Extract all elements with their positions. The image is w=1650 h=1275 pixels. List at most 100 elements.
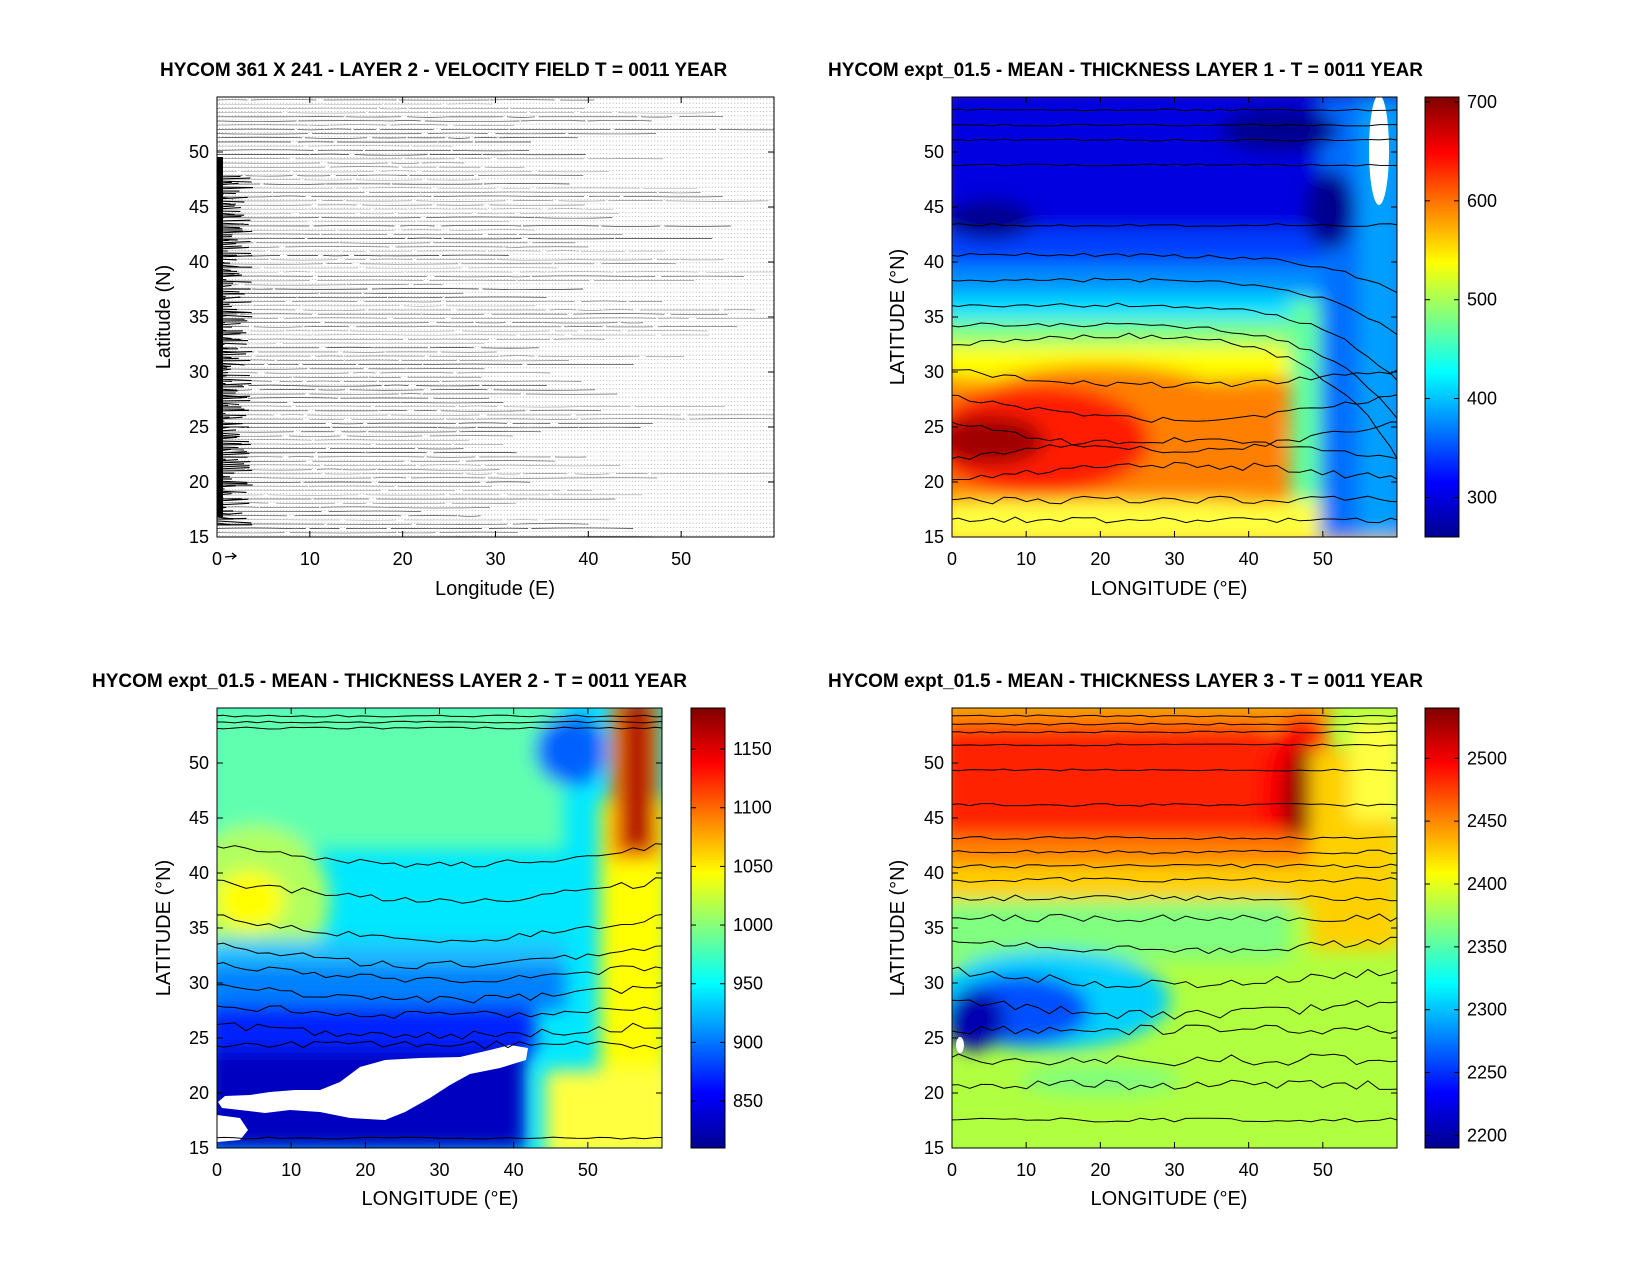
velocity-streak xyxy=(217,506,490,509)
velocity-streak xyxy=(217,304,536,307)
velocity-streak xyxy=(217,334,709,337)
contour-line xyxy=(952,1053,1397,1067)
colorbar-scale xyxy=(1424,707,1460,1149)
contour-line xyxy=(952,437,1397,460)
contour-line xyxy=(217,1022,662,1040)
contour-line xyxy=(952,835,1397,841)
contour-line xyxy=(952,999,1397,1020)
velocity-streak xyxy=(217,267,558,269)
velocity-streak xyxy=(217,212,619,215)
thickness-layer2-blank xyxy=(218,1045,528,1120)
velocity-streak xyxy=(217,325,738,328)
colorbar-tick-label: 600 xyxy=(1467,191,1497,211)
x-tick-label: 0 xyxy=(212,1160,222,1180)
velocity-streak xyxy=(217,233,623,236)
y-tick-label: 50 xyxy=(189,142,209,162)
velocity-streak xyxy=(217,225,731,227)
colorbar-tick-label: 900 xyxy=(733,1032,763,1052)
thickness-layer3-ylabel: LATITUDE (°N) xyxy=(887,860,909,997)
contour-line xyxy=(217,984,662,1004)
x-tick-label: 40 xyxy=(1239,549,1259,569)
velocity-streak xyxy=(217,422,653,425)
y-tick-label: 35 xyxy=(924,307,944,327)
y-tick-label: 40 xyxy=(924,863,944,883)
y-tick-label: 45 xyxy=(189,808,209,828)
y-tick-label: 40 xyxy=(189,863,209,883)
thickness-layer1-blank xyxy=(1369,97,1389,205)
y-tick-label: 15 xyxy=(189,527,209,547)
y-tick-label: 30 xyxy=(189,362,209,382)
velocity-streak xyxy=(217,355,685,358)
velocity-streak xyxy=(217,380,582,383)
contour-line xyxy=(952,123,1397,127)
thickness-layer2-ylabel: LATITUDE (°N) xyxy=(153,860,175,997)
western-boundary-current xyxy=(217,175,254,526)
velocity-streak xyxy=(217,317,774,320)
x-tick-label: 30 xyxy=(429,1160,449,1180)
x-tick-label: 50 xyxy=(1313,1160,1333,1180)
contour-line xyxy=(217,1005,662,1019)
velocity-streak xyxy=(217,510,421,512)
velocity-grid-dots xyxy=(219,98,774,537)
x-tick-label: 50 xyxy=(578,1160,598,1180)
thickness-layer1-y-ticks: 15 20 25 30 35 40 45 50 xyxy=(924,142,1397,547)
y-tick-label: 15 xyxy=(924,527,944,547)
velocity-streak xyxy=(217,514,481,517)
x-tick-label: 20 xyxy=(393,549,413,569)
contour-line xyxy=(952,1117,1397,1123)
colorbar-tick-label: 2500 xyxy=(1467,748,1507,768)
velocity-streak xyxy=(217,170,610,173)
velocity-streak xyxy=(217,376,482,379)
x-tick-label: 10 xyxy=(1016,549,1036,569)
x-tick-label: 30 xyxy=(485,549,505,569)
contour-line xyxy=(952,322,1397,420)
contour-line xyxy=(952,277,1397,336)
y-tick-label: 35 xyxy=(924,918,944,938)
velocity-streak xyxy=(217,359,569,362)
contour-line xyxy=(952,714,1397,718)
x-tick-label: 20 xyxy=(1090,549,1110,569)
velocity-xlabel: Longitude (E) xyxy=(435,578,555,600)
thickness-layer3-colorbar: 2200 2250 2300 2350 2400 2450 2500 xyxy=(1424,707,1507,1149)
velocity-streak xyxy=(217,460,555,462)
velocity-streak xyxy=(217,368,485,370)
contour-line xyxy=(952,1024,1397,1036)
contour-line xyxy=(952,302,1397,381)
y-tick-label: 50 xyxy=(189,753,209,773)
y-tick-label: 25 xyxy=(924,1028,944,1048)
contour-line xyxy=(952,743,1397,747)
velocity-streak xyxy=(217,283,443,286)
thickness-layer3-panel: HYCOM expt_01.5 - MEAN - THICKNESS LAYER… xyxy=(828,671,1507,1210)
x-tick-label: 50 xyxy=(671,549,691,569)
y-tick-label: 20 xyxy=(924,472,944,492)
y-tick-label: 45 xyxy=(924,808,944,828)
velocity-streak xyxy=(217,158,664,160)
velocity-vectors xyxy=(217,99,774,537)
velocity-streak xyxy=(217,418,774,421)
contour-line xyxy=(952,730,1397,734)
contour-line xyxy=(217,942,662,970)
velocity-streak xyxy=(217,149,530,152)
colorbar-tick-label: 2300 xyxy=(1467,1000,1507,1020)
y-tick-label: 35 xyxy=(189,307,209,327)
velocity-streak xyxy=(217,124,515,126)
velocity-streak xyxy=(217,372,551,374)
contour-line xyxy=(952,495,1397,505)
velocity-streak xyxy=(217,464,621,467)
y-tick-label: 20 xyxy=(189,1083,209,1103)
velocity-streak xyxy=(217,279,695,282)
x-tick-label: 20 xyxy=(1090,1160,1110,1180)
contour-line xyxy=(952,252,1397,294)
velocity-streak xyxy=(217,502,517,505)
colorbar-tick-label: 300 xyxy=(1467,487,1497,507)
thickness-layer2-blank-lower xyxy=(217,1115,248,1142)
velocity-streak xyxy=(217,174,584,177)
velocity-dots xyxy=(219,98,774,537)
velocity-streak xyxy=(217,162,465,164)
thickness-layer3-x-ticks: 0 10 20 30 40 50 xyxy=(947,708,1333,1180)
contour-line xyxy=(217,961,662,984)
velocity-streak xyxy=(217,237,713,240)
velocity-streak xyxy=(217,519,610,521)
thickness-layer2-x-ticks: 0 10 20 30 40 50 xyxy=(212,708,598,1180)
velocity-streak xyxy=(217,439,470,441)
